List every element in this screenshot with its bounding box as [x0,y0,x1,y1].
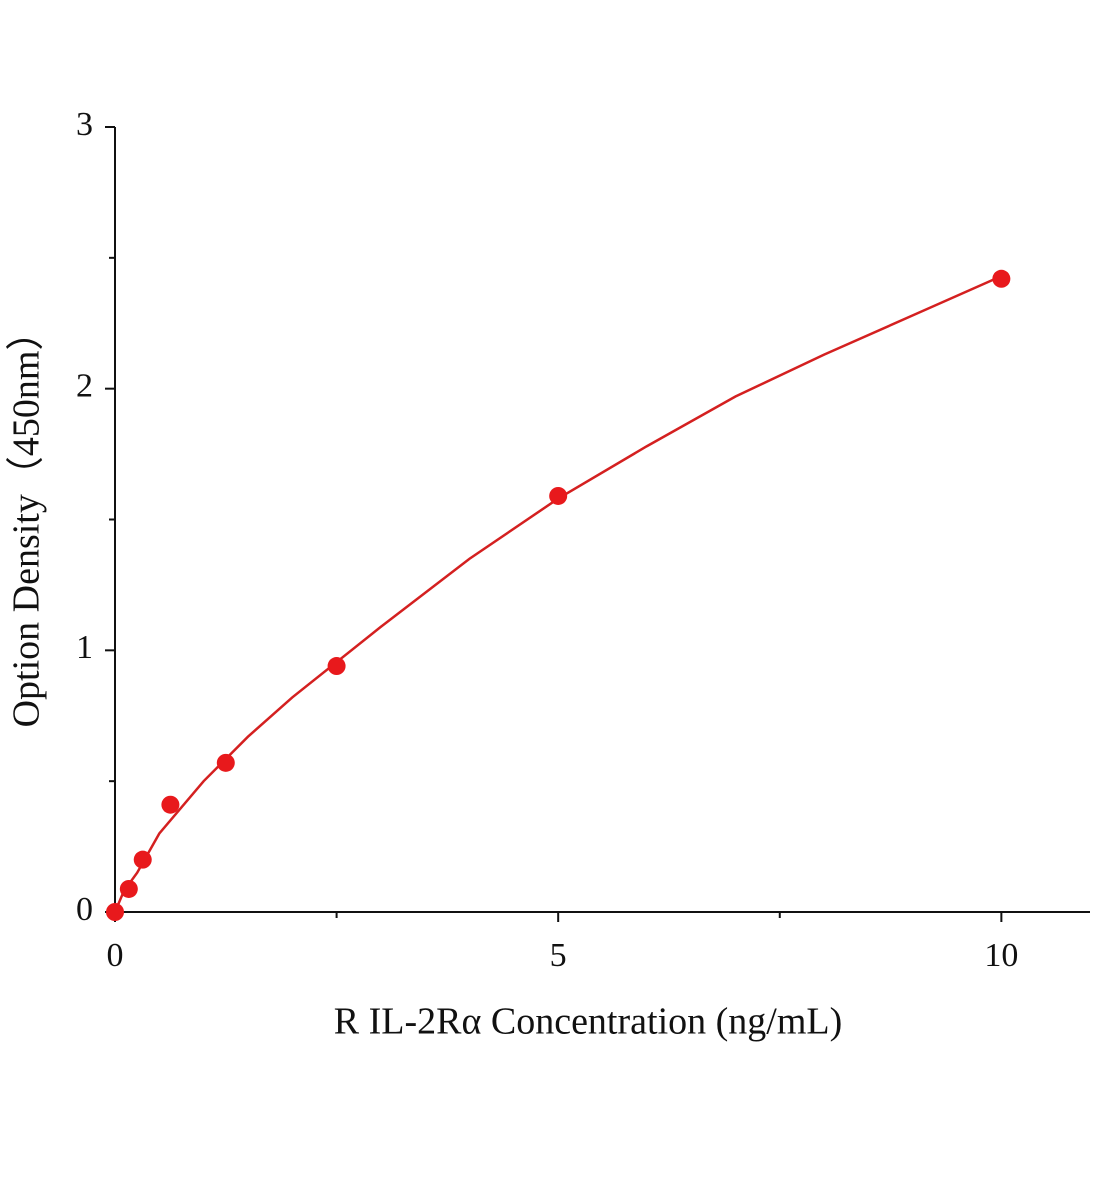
data-point [216,753,235,772]
data-point [992,269,1011,288]
y-tick-label: 2 [76,367,93,404]
y-tick-label: 0 [76,891,93,928]
x-tick-label: 10 [984,937,1018,974]
y-tick-label: 3 [76,106,93,143]
data-point [119,879,138,898]
data-point [549,486,568,505]
data-point [161,795,180,814]
data-point [106,903,124,921]
data-point [133,850,152,869]
x-axis-label: R IL-2Rα Concentration (ng/mL) [334,1001,843,1043]
fit-curve [113,275,1002,913]
x-tick-label: 5 [550,937,567,974]
x-tick-label: 0 [107,937,124,974]
y-tick-label: 1 [76,629,93,666]
data-point [327,657,346,676]
y-axis-label: Option Density（450nm） [6,313,48,728]
